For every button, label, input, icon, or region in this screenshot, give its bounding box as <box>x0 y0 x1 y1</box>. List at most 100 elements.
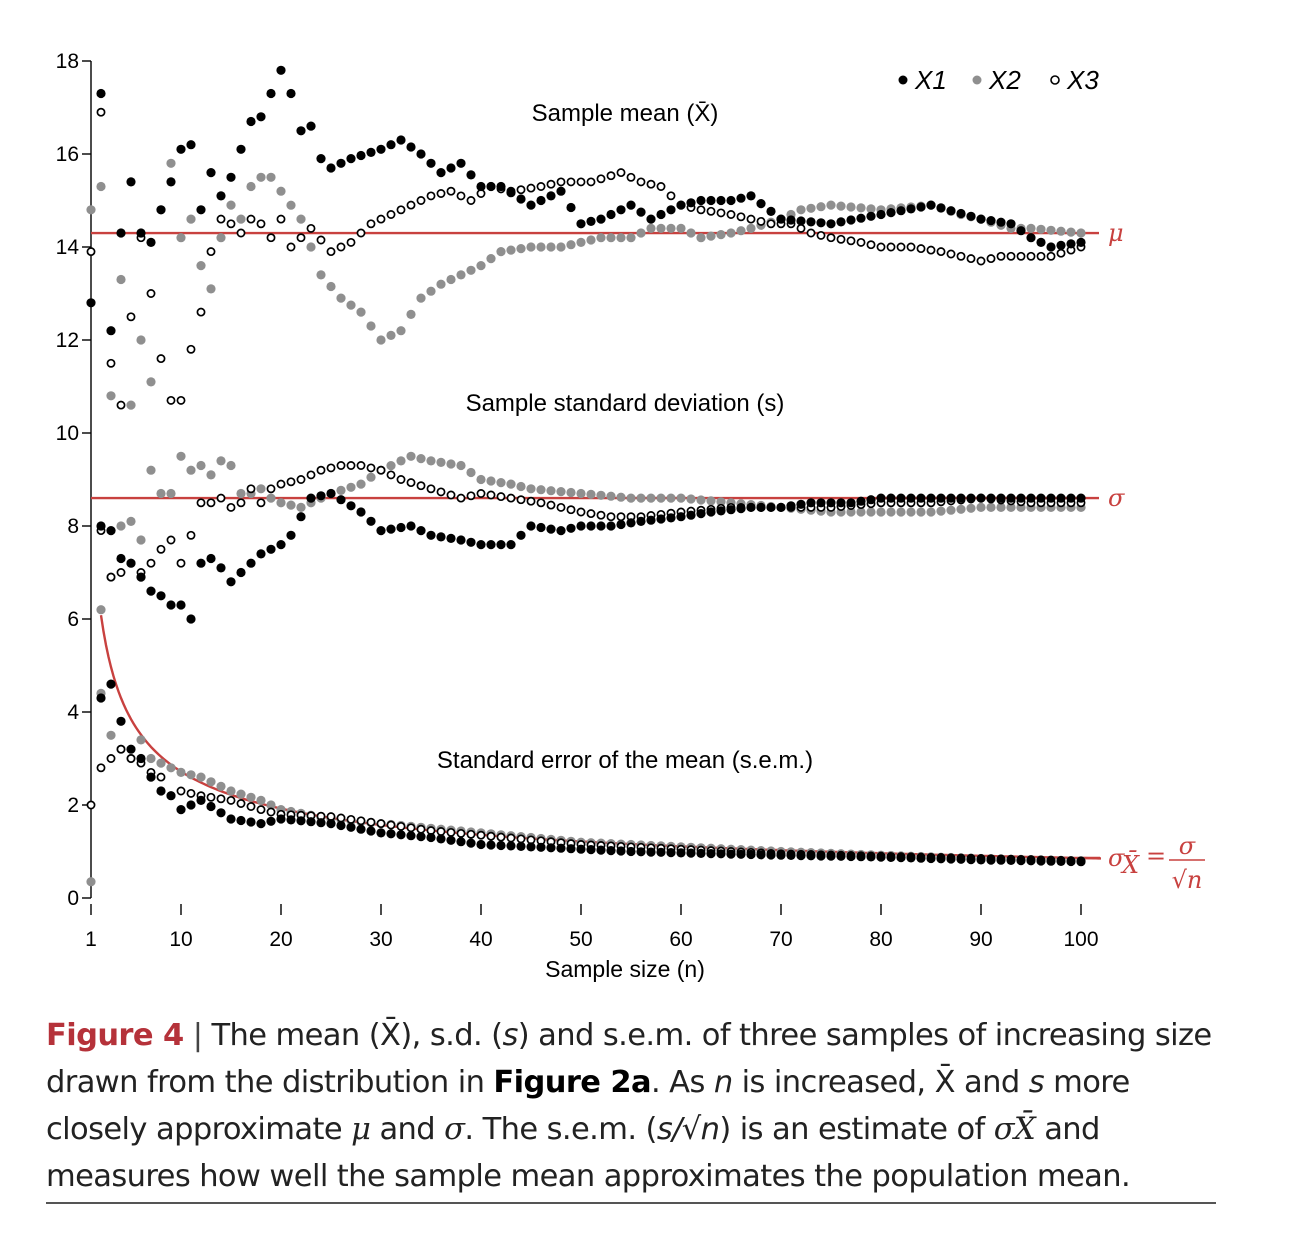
sigma-label: σ <box>1108 484 1125 512</box>
data-point-x1 <box>466 170 476 180</box>
data-point-x1 <box>776 850 786 860</box>
data-point-x1 <box>576 844 586 854</box>
data-point-x2 <box>336 293 346 303</box>
data-point-x3 <box>466 491 476 501</box>
data-point-x3 <box>816 230 826 240</box>
caption-text: . The s.e.m. ( <box>464 1112 657 1147</box>
data-point-x1 <box>206 168 216 178</box>
data-point-x2 <box>566 487 576 498</box>
data-point-x1 <box>186 800 196 810</box>
data-point-x2 <box>206 470 216 480</box>
data-point-x1 <box>476 540 486 550</box>
data-point-x1 <box>576 521 586 531</box>
data-point-x3 <box>416 481 426 491</box>
caption-mu: μ <box>351 1112 371 1147</box>
data-point-x1 <box>106 326 116 336</box>
data-point-x2 <box>746 223 756 233</box>
data-point-x3 <box>146 558 156 568</box>
data-point-x2 <box>576 488 586 499</box>
caption-s: s <box>1028 1065 1045 1100</box>
data-point-x1 <box>506 188 516 198</box>
data-point-x1 <box>566 844 576 854</box>
data-point-x1 <box>496 181 506 192</box>
data-point-x1 <box>296 816 306 826</box>
data-point-x3 <box>276 479 286 489</box>
data-point-x3 <box>946 249 956 259</box>
data-point-x1 <box>646 515 656 525</box>
data-point-x2 <box>216 781 226 792</box>
data-point-x1 <box>766 850 776 860</box>
data-point-x1 <box>406 521 416 531</box>
caption-text: is increased, <box>732 1065 935 1100</box>
sem-formula-subscript: X̄ <box>1120 851 1140 879</box>
data-point-x2 <box>296 214 306 224</box>
data-point-x1 <box>316 818 326 828</box>
data-point-x2 <box>146 753 156 764</box>
data-point-x2 <box>566 240 576 250</box>
data-point-x2 <box>546 242 556 252</box>
data-point-x2 <box>866 507 876 517</box>
data-point-x1 <box>106 679 116 689</box>
data-point-x3 <box>906 242 916 252</box>
data-point-x3 <box>86 800 96 810</box>
data-point-x3 <box>516 834 526 844</box>
data-point-x1 <box>306 817 316 827</box>
data-point-x1 <box>1066 239 1076 249</box>
caption-figure-ref: Figure 2a <box>493 1065 651 1100</box>
data-point-x3 <box>116 744 126 754</box>
data-point-x3 <box>446 186 456 196</box>
data-point-x1 <box>1006 219 1016 229</box>
data-point-x3 <box>896 242 906 252</box>
data-point-x2 <box>1026 223 1036 233</box>
data-point-x1 <box>366 826 376 836</box>
data-point-x3 <box>456 493 466 503</box>
data-point-x2 <box>266 493 276 503</box>
data-point-x1 <box>516 841 526 852</box>
data-point-x1 <box>466 537 476 547</box>
data-point-x3 <box>866 240 876 250</box>
data-point-x2 <box>386 461 396 471</box>
data-point-x3 <box>106 754 116 763</box>
data-point-x1 <box>716 195 726 206</box>
data-point-x1 <box>606 209 616 220</box>
data-point-x1 <box>676 200 686 210</box>
data-point-x3 <box>1036 251 1046 261</box>
data-point-x3 <box>166 395 176 405</box>
data-point-x3 <box>536 182 546 191</box>
data-point-x2 <box>656 223 666 233</box>
data-point-x1 <box>926 200 936 210</box>
data-point-x2 <box>686 228 696 238</box>
data-point-x3 <box>96 763 106 773</box>
data-point-x1 <box>896 493 906 503</box>
data-point-x2 <box>1066 227 1076 237</box>
caption-text: ) is an estimate of <box>719 1112 994 1147</box>
data-point-x3 <box>306 223 316 233</box>
data-point-x1 <box>316 154 326 164</box>
sem-formula-sigma-xbar: σ <box>1108 844 1125 872</box>
chart: 0 2 4 6 8 10 12 14 16 18 1 10 20 30 40 50 60 70 80 90 100 μ σ… <box>56 50 1205 982</box>
data-point-x2 <box>196 460 206 471</box>
data-point-x2 <box>186 770 196 780</box>
data-point-x3 <box>216 214 226 224</box>
data-point-x2 <box>386 330 396 340</box>
data-point-x1 <box>426 832 436 843</box>
data-point-x2 <box>166 763 176 773</box>
data-point-x2 <box>136 335 146 345</box>
x-tick-label: 1 <box>85 928 97 951</box>
data-point-x2 <box>266 800 276 810</box>
data-point-x3 <box>236 498 246 508</box>
data-point-x3 <box>416 824 426 834</box>
data-point-x1 <box>136 228 146 238</box>
data-point-x2 <box>966 503 976 513</box>
data-point-x1 <box>756 850 766 860</box>
data-point-x1 <box>1026 493 1036 503</box>
data-point-x2 <box>846 202 856 212</box>
data-point-x1 <box>276 814 286 824</box>
data-point-x3 <box>286 242 296 252</box>
data-point-x2 <box>516 481 526 492</box>
data-point-x3 <box>456 191 466 201</box>
data-point-x2 <box>146 377 156 387</box>
data-point-x1 <box>726 505 736 515</box>
data-point-x1 <box>366 516 376 526</box>
data-point-x3 <box>616 168 626 178</box>
